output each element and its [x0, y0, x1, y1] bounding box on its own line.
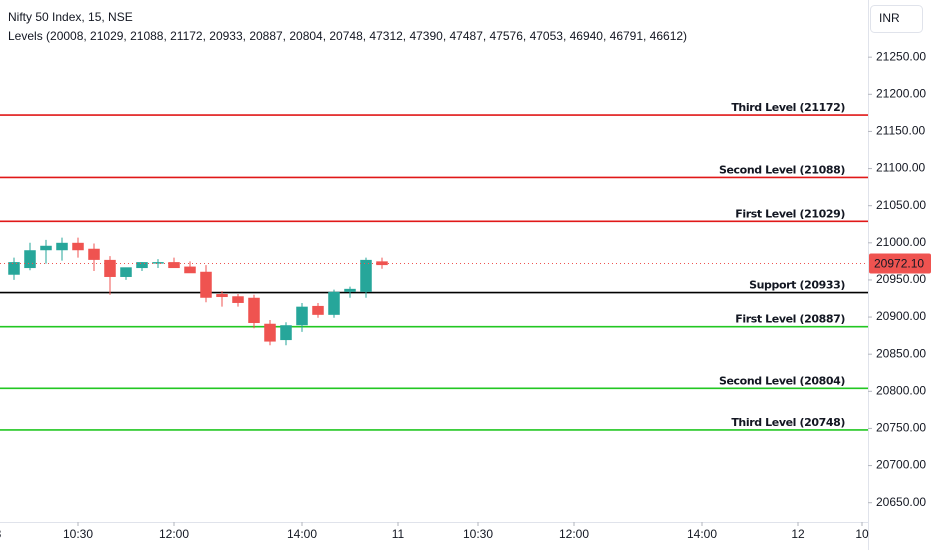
- y-tick-label: 21000.00: [876, 235, 926, 249]
- candle-body: [24, 250, 36, 269]
- y-tick-label: 20750.00: [876, 421, 926, 435]
- last-price-tag: [869, 253, 931, 274]
- x-tick-label: 3: [0, 527, 2, 541]
- candle-body: [56, 242, 68, 251]
- level-label: First Level (21029): [735, 207, 845, 220]
- chart-title: Nifty 50 Index, 15, NSE: [8, 10, 133, 24]
- y-tick-label: 21150.00: [876, 124, 925, 138]
- x-tick-label: 10: [855, 527, 869, 541]
- candle-body: [328, 291, 340, 315]
- x-tick-label: 14:00: [687, 527, 717, 541]
- y-tick-label: 21100.00: [876, 161, 925, 175]
- candle-body: [376, 261, 388, 266]
- candle-body: [40, 245, 52, 251]
- candle-body: [232, 296, 244, 303]
- candle-body: [8, 262, 20, 275]
- y-tick-label: 20700.00: [876, 458, 926, 472]
- y-tick-label: 20900.00: [876, 309, 926, 323]
- level-label: Third Level (20748): [731, 416, 845, 429]
- y-tick-label: 20850.00: [876, 346, 926, 360]
- candle-body: [120, 267, 132, 277]
- candle-body: [136, 262, 148, 269]
- level-label: Third Level (21172): [731, 101, 845, 114]
- level-label: Support (20933): [749, 279, 845, 292]
- candle-body: [104, 259, 116, 277]
- level-label: Second Level (21088): [719, 163, 845, 176]
- candle-body: [360, 259, 372, 292]
- currency-button[interactable]: [870, 5, 923, 33]
- x-tick-label: 10:30: [463, 527, 493, 541]
- currency-label[interactable]: INR: [879, 11, 900, 25]
- candle-body: [344, 288, 356, 292]
- candle-body: [184, 266, 196, 274]
- level-label: First Level (20887): [735, 313, 845, 326]
- candle-body: [216, 294, 228, 298]
- candle-body: [312, 305, 324, 315]
- candle-body: [248, 297, 260, 324]
- x-tick-label: 12:00: [559, 527, 589, 541]
- level-label: Second Level (20804): [719, 374, 845, 387]
- candle-body: [88, 248, 100, 260]
- candle-body: [168, 262, 180, 269]
- x-tick-label: 14:00: [287, 527, 317, 541]
- x-tick-label: 11: [392, 527, 405, 541]
- chart-subtitle: Levels (20008, 21029, 21088, 21172, 2093…: [8, 29, 687, 43]
- y-tick-label: 21050.00: [876, 198, 926, 212]
- last-price-label: 20972.10: [874, 257, 924, 271]
- y-tick-label: 20800.00: [876, 383, 926, 397]
- candle-body: [296, 306, 308, 326]
- y-tick-label: 20650.00: [876, 495, 926, 509]
- x-tick-label: 12:00: [159, 527, 189, 541]
- candle-body: [280, 325, 292, 341]
- x-tick-label: 10:30: [63, 527, 93, 541]
- x-tick-label: 12: [791, 527, 805, 541]
- candle-body: [72, 242, 84, 251]
- y-tick-label: 21250.00: [876, 49, 926, 63]
- y-tick-label: 20950.00: [876, 272, 926, 286]
- candle-body: [200, 271, 212, 298]
- candle-body: [152, 262, 164, 264]
- candle-body: [264, 323, 276, 342]
- plot: [0, 114, 868, 431]
- y-tick-label: 21200.00: [876, 86, 926, 100]
